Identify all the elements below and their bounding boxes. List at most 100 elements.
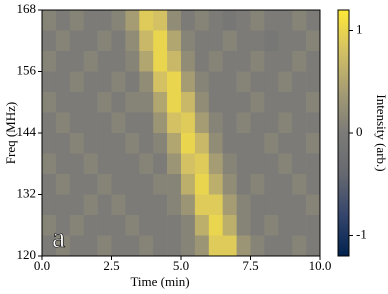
heat-cell <box>167 174 182 195</box>
heat-cell <box>55 194 71 216</box>
heat-cell <box>222 92 237 113</box>
heat-cell <box>181 112 196 134</box>
heat-cell <box>208 92 223 113</box>
heat-cell <box>111 92 126 113</box>
heat-cell <box>236 10 251 31</box>
x-tick-label: 2.5 <box>103 258 119 273</box>
heat-cell <box>42 194 57 216</box>
x-tick-label: 7.5 <box>242 258 258 273</box>
heat-cell <box>139 112 154 134</box>
heat-cell <box>97 174 112 195</box>
heat-cell <box>125 153 140 175</box>
heat-cell <box>125 10 140 31</box>
heat-cell <box>153 71 168 93</box>
heat-cell <box>167 71 182 93</box>
heat-cell <box>222 30 237 52</box>
heat-cell <box>55 51 71 72</box>
heat-cell <box>278 92 293 113</box>
heat-cell <box>194 10 210 31</box>
heat-cell <box>306 133 321 154</box>
heat-cell <box>125 71 140 93</box>
heat-cell <box>83 71 98 93</box>
heat-cell <box>292 30 307 52</box>
heat-cell <box>139 235 154 257</box>
heat-cell <box>153 30 168 52</box>
heat-cell <box>278 174 293 195</box>
y-axis-label: Freq (MHz) <box>3 102 18 164</box>
heat-cell <box>111 174 126 195</box>
heat-cell <box>83 174 98 195</box>
heat-cell <box>264 10 279 31</box>
heat-cell <box>111 71 126 93</box>
heat-cell <box>42 51 57 72</box>
heat-cell <box>55 10 71 31</box>
heat-cell <box>55 133 71 154</box>
heat-cell <box>264 174 279 195</box>
heat-cell <box>236 235 251 257</box>
y-tick-label: 120 <box>17 247 37 262</box>
heat-cell <box>250 30 265 52</box>
heat-cell <box>42 174 57 195</box>
heat-cell <box>125 92 140 113</box>
heat-cell <box>97 51 112 72</box>
heat-cell <box>236 133 251 154</box>
heat-cell <box>97 215 112 236</box>
heat-cell <box>250 235 265 257</box>
heat-cell <box>125 174 140 195</box>
heat-cell <box>264 215 279 236</box>
heat-cell <box>181 133 196 154</box>
heat-cell <box>153 235 168 257</box>
heat-cell <box>167 30 182 52</box>
heat-cell <box>139 133 154 154</box>
x-tick-label: 10.0 <box>309 258 332 273</box>
heat-cell <box>83 153 98 175</box>
heat-cell <box>278 71 293 93</box>
heat-cell <box>292 71 307 93</box>
heat-cell <box>236 153 251 175</box>
heat-cell <box>306 235 321 257</box>
heat-cell <box>55 174 71 195</box>
heat-cell <box>292 215 307 236</box>
heat-cell <box>292 153 307 175</box>
heat-cell <box>111 30 126 52</box>
heat-cell <box>167 133 182 154</box>
heat-cell <box>278 112 293 134</box>
heat-cell <box>306 153 321 175</box>
panel-label: a <box>52 221 65 254</box>
heat-cell <box>55 30 71 52</box>
heat-cell <box>250 92 265 113</box>
heat-cell <box>42 153 57 175</box>
heat-cell <box>306 10 321 31</box>
heat-cell <box>139 92 154 113</box>
colorbar-tick-label: -1 <box>356 226 367 241</box>
heat-cell <box>181 153 196 175</box>
heat-cell <box>222 133 237 154</box>
heat-cell <box>97 133 112 154</box>
y-tick-label: 168 <box>17 1 37 16</box>
heat-cell <box>153 112 168 134</box>
colorbar-label: Intensity (arb.) <box>374 94 388 171</box>
heat-cell <box>306 194 321 216</box>
heat-cell <box>292 194 307 216</box>
heat-cell <box>222 153 237 175</box>
heat-cell <box>250 215 265 236</box>
heat-cell <box>139 153 154 175</box>
heat-cell <box>264 194 279 216</box>
heat-cell <box>97 10 112 31</box>
heat-cell <box>222 71 237 93</box>
heat-cell <box>83 112 98 134</box>
axes: 0.0 2.5 5.0 7.5 10.0 120 132 144 156 168 -1 0 1 <box>17 1 367 273</box>
heat-cell <box>55 92 71 113</box>
heat-cell <box>83 51 98 72</box>
heat-cell <box>167 235 182 257</box>
heat-cell <box>139 174 154 195</box>
x-tick-label: 5.0 <box>173 258 189 273</box>
heat-cell <box>69 92 84 113</box>
y-tick-label: 156 <box>17 62 37 77</box>
heat-cell <box>153 51 168 72</box>
heat-cell <box>208 112 223 134</box>
heat-cell <box>194 153 210 175</box>
heat-cell <box>278 215 293 236</box>
heat-cell <box>125 30 140 52</box>
